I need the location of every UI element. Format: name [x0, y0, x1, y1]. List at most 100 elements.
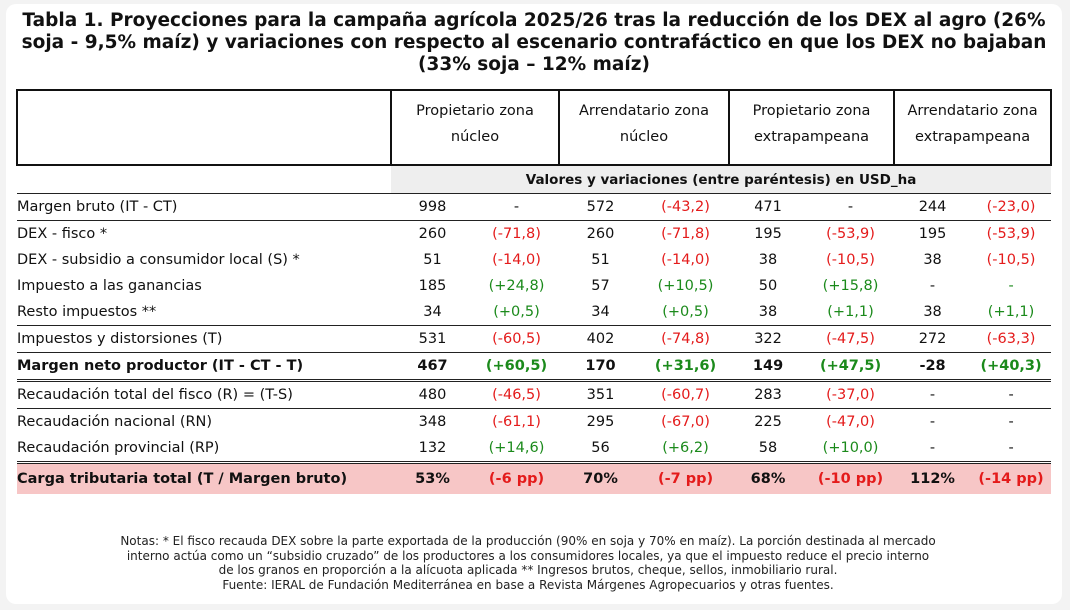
row-label: Margen neto productor (IT - CT - T)	[17, 352, 391, 381]
cell-value: 112%	[894, 461, 972, 494]
cell-variation: -	[1008, 278, 1014, 294]
cell-value: 68%	[729, 461, 808, 494]
cell-value: 402	[559, 325, 643, 353]
cell-value: -28	[894, 352, 972, 381]
cell-variation: (+40,3)	[971, 352, 1052, 381]
cell-variation: (-10 pp)	[807, 461, 895, 494]
cell-variation: -	[474, 193, 560, 221]
cell-value: 57	[591, 278, 610, 294]
cell-value: 260	[559, 220, 643, 247]
header-row: Propietario zona núcleo Arrendatario zona…	[16, 89, 1053, 166]
cell-value: 195	[894, 220, 972, 247]
cell-variation: (+24,8)	[488, 278, 545, 294]
cell-value: 34	[591, 304, 610, 320]
cell-variation: (-7 pp)	[642, 461, 730, 494]
table-row: Resto impuestos ** 34 (+0,5) 34 (+0,5) 3…	[17, 299, 1051, 326]
cell-value: 348	[391, 408, 474, 435]
table-row: DEX - subsidio a consumidor local (S) * …	[17, 247, 1051, 273]
cell-value: -	[894, 408, 972, 435]
table-row: Recaudación provincial (RP) 132 (+14,6) …	[17, 435, 1051, 463]
cell-variation: (-47,5)	[807, 325, 895, 353]
notes-line: Notas: * El fisco recauda DEX sobre la p…	[120, 534, 936, 548]
cell-value: -	[929, 278, 936, 294]
units-row: Valores y variaciones (entre paréntesis)…	[17, 165, 1052, 194]
row-label: Impuestos y distorsiones (T)	[17, 325, 391, 353]
row-label: Recaudación provincial (RP)	[17, 440, 220, 456]
notes-line: de los granos en proporción a la alícuot…	[218, 563, 838, 578]
cell-value: 51	[591, 252, 610, 268]
notes-line: interno actúa como un “subsidio cruzado”…	[126, 548, 930, 563]
cell-variation: (+15,8)	[822, 278, 879, 294]
cell-value: 53%	[391, 461, 474, 494]
row-label: Carga tributaria total (T / Margen bruto…	[17, 461, 391, 494]
cell-variation: (-6 pp)	[474, 461, 560, 494]
cell-value: 185	[418, 278, 447, 294]
cell-variation: -	[971, 379, 1052, 409]
cell-variation: (-46,5)	[474, 379, 560, 409]
cell-value: 132	[418, 440, 447, 456]
cell-variation: (+0,5)	[493, 304, 540, 320]
cell-variation: (+14,6)	[488, 440, 545, 456]
source-line: Fuente: IERAL de Fundación Mediterránea …	[222, 577, 834, 592]
cell-value: 38	[923, 304, 942, 320]
cell-value: 351	[559, 379, 643, 409]
row-label: Impuesto a las ganancias	[17, 278, 202, 294]
cell-value: 56	[591, 440, 610, 456]
row-label: Recaudación total del fisco (R) = (T-S)	[17, 379, 391, 409]
cell-variation: (-37,0)	[807, 379, 895, 409]
cell-value: -	[894, 379, 972, 409]
cell-variation: (-63,3)	[971, 325, 1052, 353]
row-label: Recaudación nacional (RN)	[17, 408, 391, 435]
row-label: Margen bruto (IT - CT)	[17, 193, 391, 221]
cell-variation: (-67,0)	[642, 408, 730, 435]
cell-variation: (+47,5)	[807, 352, 895, 381]
cell-variation: -	[971, 408, 1052, 435]
cell-value: 34	[423, 304, 442, 320]
cell-variation: (-60,5)	[474, 325, 560, 353]
cell-variation: (+6,2)	[662, 440, 709, 456]
cell-variation: (-60,7)	[642, 379, 730, 409]
cell-variation: (+0,5)	[662, 304, 709, 320]
cell-variation: (+60,5)	[474, 352, 560, 381]
table-row: Impuestos y distorsiones (T) 531 (-60,5)…	[17, 325, 1052, 353]
cell-variation: (-61,1)	[474, 408, 560, 435]
cell-value: 170	[559, 352, 643, 381]
cell-variation: (-74,8)	[642, 325, 730, 353]
header-propietario-nucleo: Propietario zona núcleo	[389, 89, 560, 166]
table-row: DEX - fisco * 260 (-71,8) 260 (-71,8) 19…	[17, 220, 1052, 247]
cell-variation: (+10,5)	[657, 278, 714, 294]
header-blank	[16, 89, 391, 166]
cell-value: 322	[729, 325, 808, 353]
cell-variation: (-14 pp)	[971, 461, 1052, 494]
cell-value: 283	[729, 379, 808, 409]
cell-variation: (-23,0)	[971, 193, 1052, 221]
cell-value: 38	[758, 252, 778, 268]
cell-value: 531	[391, 325, 474, 353]
cell-value: 70%	[559, 461, 643, 494]
cell-value: 272	[894, 325, 972, 353]
header-propietario-extrapampeana: Propietario zona extrapampeana	[728, 89, 895, 166]
cell-variation: (-71,8)	[642, 220, 730, 247]
row-label: DEX - subsidio a consumidor local (S) *	[17, 252, 300, 268]
header-arrendatario-extrapampeana: Arrendatario zona extrapampeana	[893, 89, 1053, 166]
row-label: DEX - fisco *	[17, 220, 391, 247]
cell-variation: (-14,0)	[661, 252, 710, 268]
cell-value: 58	[758, 440, 778, 456]
table-row: Recaudación total del fisco (R) = (T-S) …	[17, 379, 1052, 409]
cell-variation: (-14,0)	[492, 252, 541, 268]
cell-variation: (-43,2)	[642, 193, 730, 221]
cell-value: 260	[391, 220, 474, 247]
cell-value: -	[929, 440, 936, 456]
cell-value: 50	[758, 278, 778, 294]
projection-table: Propietario zona núcleo Arrendatario zona…	[16, 89, 1053, 494]
table-row: Impuesto a las ganancias 185 (+24,8) 57 …	[17, 273, 1051, 299]
cell-variation: (-10,5)	[986, 252, 1036, 268]
cell-variation: (+1,1)	[827, 304, 874, 320]
cell-value: 38	[923, 252, 942, 268]
cell-value: 149	[729, 352, 808, 381]
cell-value: 244	[894, 193, 972, 221]
cell-variation: (-71,8)	[474, 220, 560, 247]
cell-value: 295	[559, 408, 643, 435]
table-row: Margen neto productor (IT - CT - T) 467 …	[17, 352, 1052, 381]
cell-variation: (-53,9)	[971, 220, 1052, 247]
